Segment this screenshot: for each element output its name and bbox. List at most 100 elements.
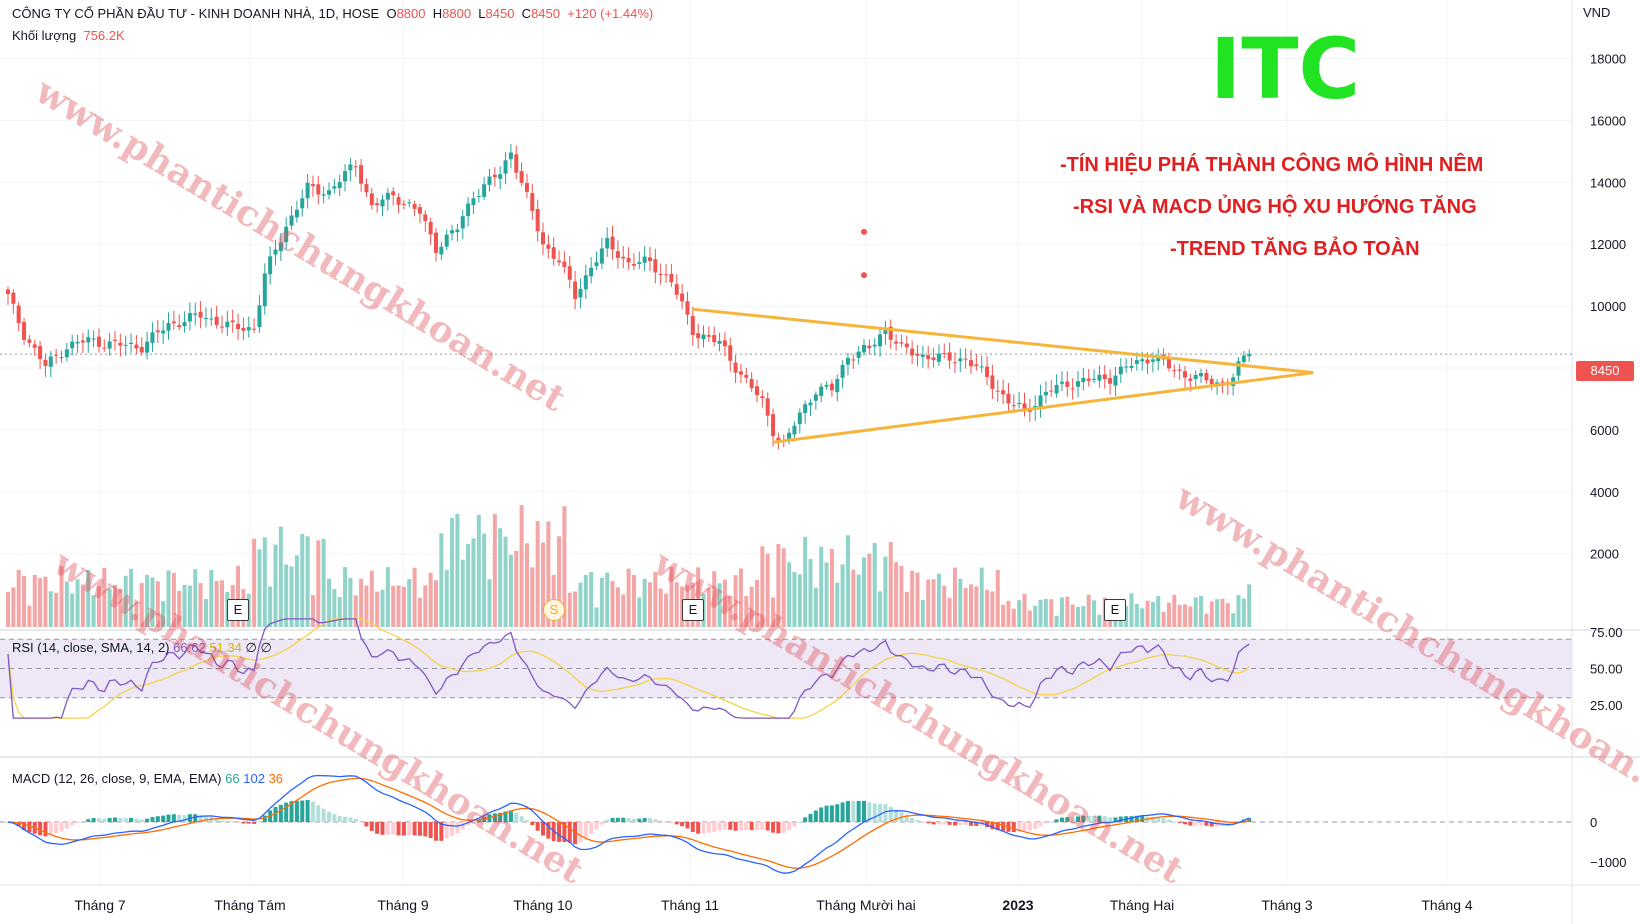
- volume-bar: [32, 574, 37, 627]
- candle-body: [717, 340, 722, 344]
- macd-histogram-bar: [1102, 816, 1107, 822]
- volume-bar: [380, 589, 385, 627]
- macd-histogram-bar: [626, 818, 631, 822]
- macd-histogram-bar: [524, 820, 529, 822]
- volume-bar: [514, 550, 519, 627]
- macd-histogram-bar: [915, 820, 920, 822]
- candle-body: [637, 262, 642, 264]
- volume-bar: [915, 572, 920, 627]
- macd-histogram-bar: [803, 817, 808, 822]
- candle-body: [1140, 359, 1145, 362]
- candle-body: [96, 336, 101, 347]
- volume-bar: [674, 582, 679, 627]
- macd-histogram-bar: [958, 822, 963, 826]
- volume-bar: [43, 576, 48, 627]
- candle-body: [979, 366, 984, 368]
- macd-histogram-bar: [230, 821, 235, 823]
- candle-body: [910, 348, 915, 356]
- candle-body: [808, 402, 813, 406]
- candle-body: [674, 284, 679, 295]
- price-tick-label: 6000: [1590, 423, 1619, 438]
- candle-body: [840, 364, 845, 378]
- macd-histogram-bar: [1247, 818, 1252, 822]
- macd-histogram-bar: [1081, 815, 1086, 822]
- macd-histogram-bar: [1140, 815, 1145, 822]
- candle-body: [503, 160, 508, 174]
- volume-value: 756.2K: [83, 28, 125, 43]
- split-event-marker[interactable]: S: [543, 599, 565, 621]
- candle-body: [1076, 381, 1080, 387]
- macd-histogram-bar: [423, 822, 428, 837]
- volume-bar: [1043, 598, 1048, 627]
- macd-label: MACD (12, 26, close, 9, EMA, EMA): [12, 771, 222, 786]
- candle-body: [64, 349, 69, 358]
- candle-body: [1022, 403, 1027, 409]
- earnings-event-marker[interactable]: E: [682, 599, 704, 621]
- time-tick-label: Tháng Hai: [1110, 897, 1175, 913]
- macd-histogram-bar: [262, 815, 267, 822]
- macd-histogram-bar: [337, 816, 342, 822]
- macd-histogram-bar: [48, 822, 53, 835]
- volume-label: Khối lượng: [12, 28, 77, 43]
- candle-body: [369, 193, 374, 206]
- candle-body: [755, 386, 759, 396]
- volume-bar: [573, 591, 578, 627]
- macd-histogram-bar: [364, 822, 369, 827]
- volume-bar: [482, 533, 487, 627]
- candle-body: [803, 404, 808, 414]
- candle-body: [867, 345, 872, 349]
- volume-bar: [1027, 610, 1032, 627]
- candle-body: [685, 301, 690, 315]
- volume-bar: [1156, 595, 1161, 627]
- volume-bar: [626, 568, 631, 627]
- earnings-event-marker[interactable]: E: [227, 599, 249, 621]
- candle-body: [1124, 366, 1129, 368]
- macd-histogram-bar: [990, 822, 995, 830]
- candle-body: [1134, 360, 1139, 364]
- candle-body: [557, 260, 562, 263]
- candle-body: [407, 202, 412, 204]
- macd-histogram-bar: [952, 822, 957, 826]
- macd-histogram-bar: [107, 817, 112, 822]
- volume-bar: [407, 579, 412, 627]
- volume-bar: [1177, 604, 1182, 627]
- macd-histogram-bar: [134, 818, 139, 822]
- volume-bar: [648, 582, 652, 627]
- volume-bar: [594, 607, 599, 627]
- macd-histogram-bar: [257, 821, 262, 823]
- volume-bar: [321, 538, 326, 627]
- macd-histogram-bar: [348, 817, 353, 822]
- volume-bar: [738, 568, 743, 627]
- candle-body: [845, 357, 850, 365]
- volume-bar: [942, 585, 947, 627]
- macd-histogram-bar: [166, 814, 171, 822]
- earnings-event-marker[interactable]: E: [1104, 599, 1126, 621]
- candle-body: [54, 354, 59, 356]
- macd-histogram-bar: [1193, 822, 1198, 826]
- macd-histogram-bar: [808, 813, 813, 822]
- candle-body: [706, 335, 711, 337]
- candle-body: [305, 182, 310, 199]
- candle-body: [712, 335, 717, 343]
- candle-body: [1086, 378, 1091, 381]
- volume-bar: [1086, 594, 1091, 627]
- candle-body: [931, 357, 936, 361]
- macd-histogram-bar: [583, 822, 588, 839]
- macd-histogram-bar: [792, 822, 797, 827]
- time-tick-label: Tháng 11: [661, 897, 719, 913]
- volume-bar: [819, 546, 824, 627]
- volume-bar: [755, 579, 759, 627]
- macd-histogram-bar: [327, 811, 331, 822]
- wedge-trendline: [772, 371, 1314, 444]
- volume-bar: [252, 538, 257, 627]
- outlier-dot: [861, 228, 867, 235]
- macd-histogram-bar: [658, 820, 663, 822]
- candle-body: [316, 184, 321, 195]
- candle-body: [680, 293, 685, 302]
- macd-histogram-bar: [278, 804, 283, 822]
- candle-body: [658, 274, 663, 276]
- volume-bar: [123, 575, 128, 627]
- macd-histogram-bar: [701, 822, 706, 834]
- macd-histogram-bar: [738, 822, 743, 831]
